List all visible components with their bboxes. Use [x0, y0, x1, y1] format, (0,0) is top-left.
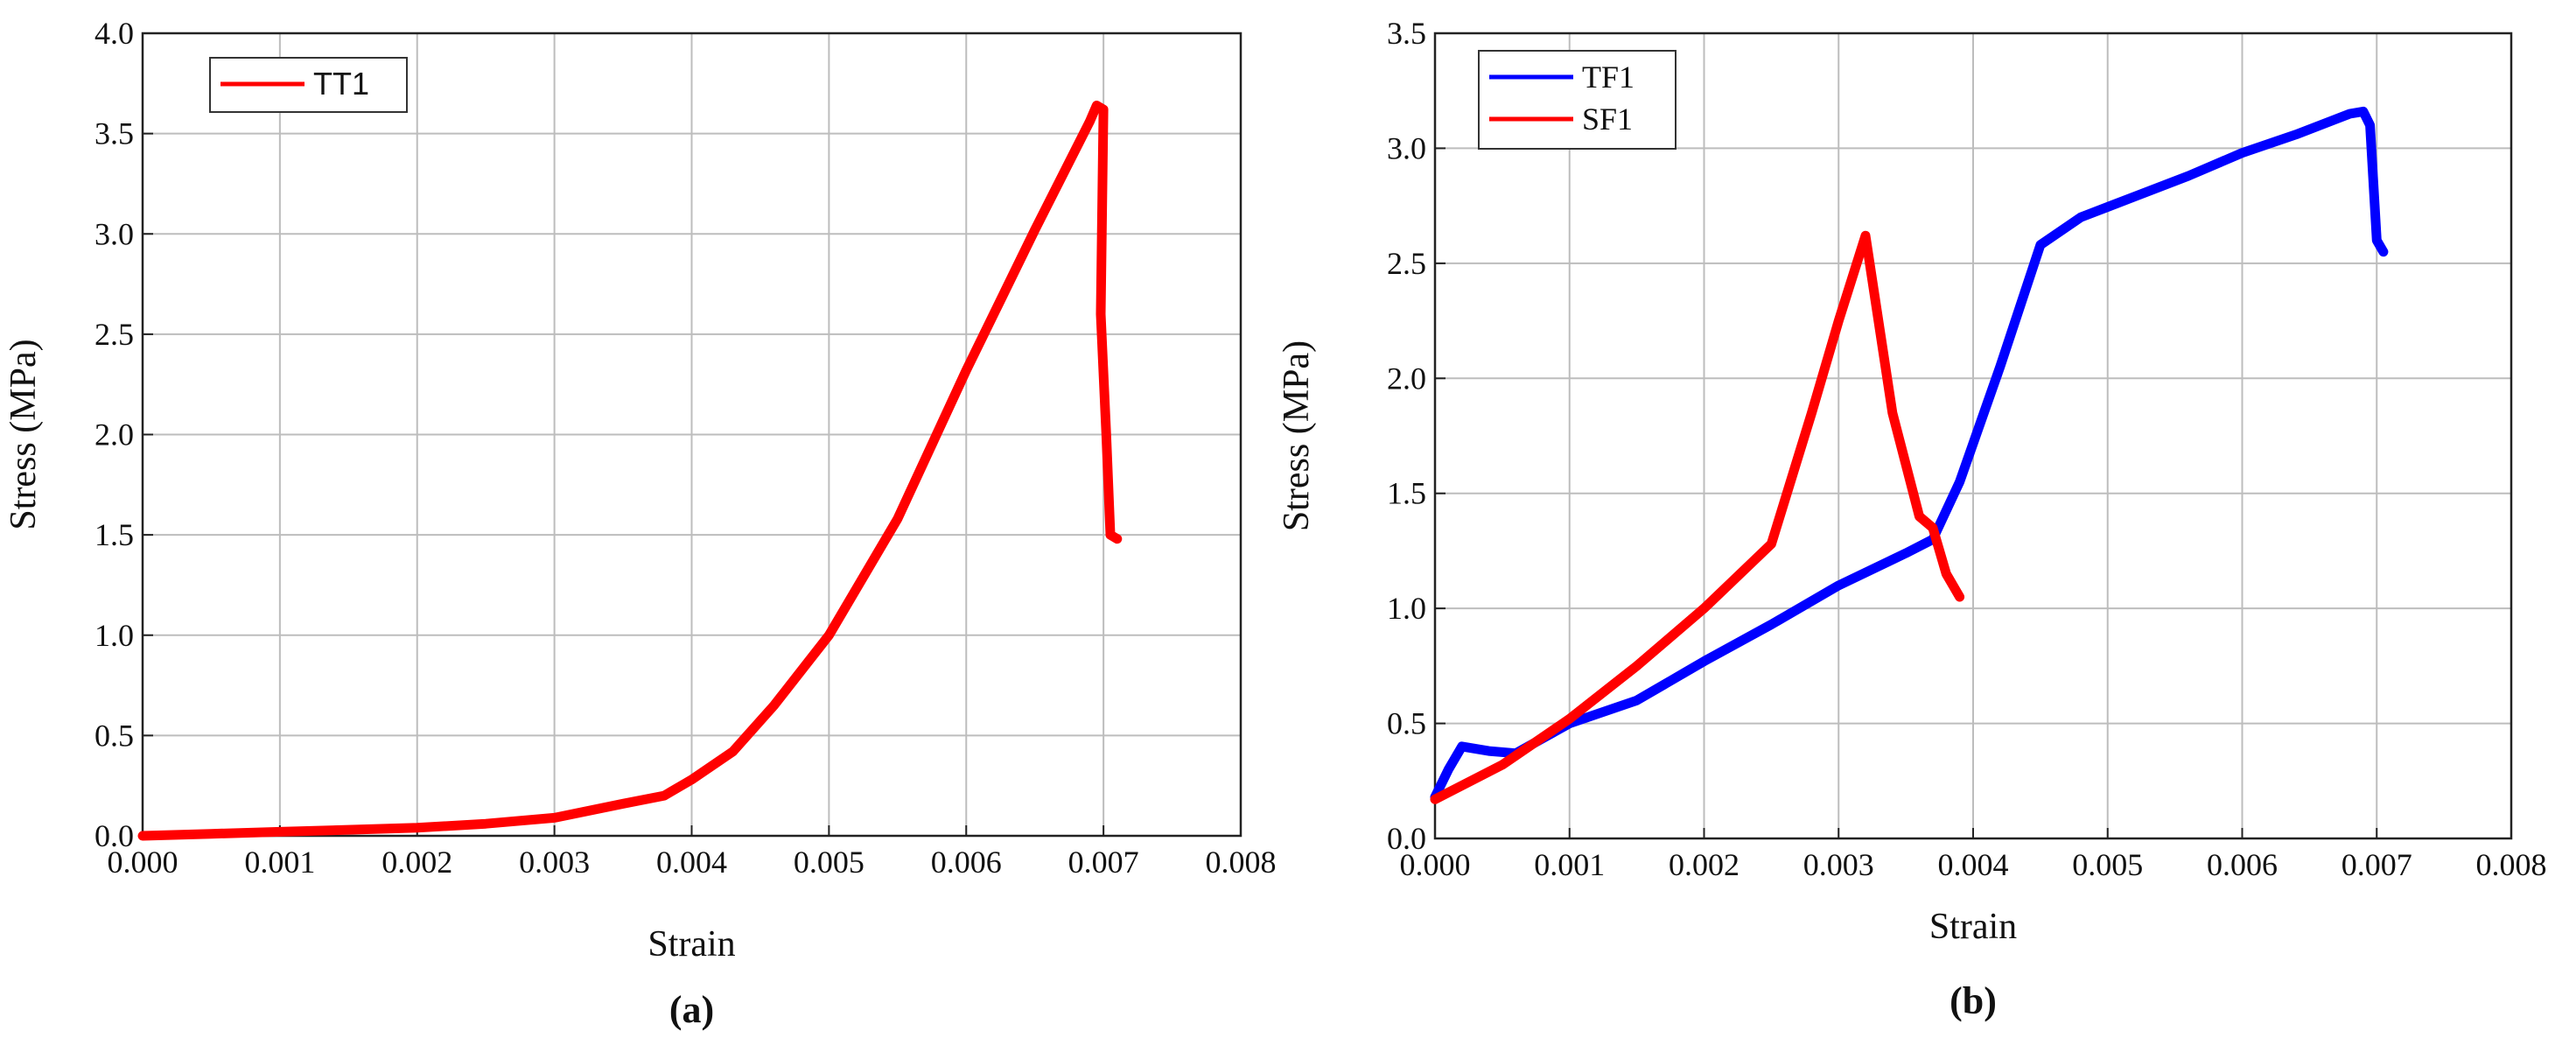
x-tick-label: 0.000 [1400, 847, 1471, 882]
legend-label: TT1 [313, 66, 369, 102]
series-line-tt1 [137, 101, 1123, 841]
y-tick-label: 2.0 [94, 417, 134, 452]
y-tick-label: 1.5 [94, 517, 134, 552]
x-tick-label: 0.000 [108, 845, 178, 880]
y-tick-label: 2.0 [1387, 361, 1426, 396]
x-tick-label: 0.006 [931, 845, 1002, 880]
x-axis-title: Strain [648, 924, 735, 964]
x-tick-label: 0.003 [1803, 847, 1874, 882]
x-tick-label: 0.005 [794, 845, 864, 880]
x-tick-label: 0.002 [382, 845, 452, 880]
x-tick-label: 0.007 [2342, 847, 2412, 882]
x-tick-label: 0.007 [1068, 845, 1139, 880]
x-tick-label: 0.006 [2207, 847, 2278, 882]
x-tick-label: 0.001 [244, 845, 315, 880]
panel-b: 0.000 0.001 0.002 0.003 0.004 0.005 0.006 0.007… [1277, 16, 2547, 1022]
y-tick-label: 1.5 [1387, 476, 1426, 511]
y-tick-label: 0.5 [94, 718, 134, 753]
x-axis-title: Strain [1929, 907, 2017, 947]
y-tick-label: 1.0 [94, 618, 134, 653]
y-tick-label: 0.5 [1387, 706, 1426, 741]
y-tick-label: 3.0 [1387, 130, 1426, 165]
x-tick-label: 0.008 [1206, 845, 1277, 880]
panel-label: (a) [669, 988, 714, 1031]
y-tick-label: 2.5 [1387, 246, 1426, 281]
x-tick-label: 0.008 [2476, 847, 2547, 882]
y-tick-label: 4.0 [94, 16, 134, 51]
x-tick-label: 0.002 [1669, 847, 1740, 882]
y-tick-label: 2.5 [94, 317, 134, 352]
legend-label: TF1 [1582, 60, 1634, 95]
x-tick-label: 0.004 [1938, 847, 2009, 882]
y-tick-label: 0.0 [94, 818, 134, 853]
legend-label: SF1 [1582, 102, 1633, 137]
y-tick-label: 3.5 [1387, 16, 1426, 51]
x-tick-label: 0.004 [656, 845, 727, 880]
x-tick-label: 0.005 [2072, 847, 2143, 882]
y-axis-title: Stress (MPa) [1277, 340, 1317, 531]
y-axis-title: Stress (MPa) [4, 339, 44, 530]
series-line-tf1 [1430, 106, 2389, 803]
x-tick-label: 0.001 [1534, 847, 1605, 882]
panel-label: (b) [1950, 979, 1997, 1022]
y-tick-label: 3.5 [94, 116, 134, 151]
y-tick-label: 0.0 [1387, 821, 1426, 856]
x-tick-label: 0.003 [519, 845, 590, 880]
y-tick-label: 3.0 [94, 216, 134, 251]
panel-a: 0.000 0.001 0.002 0.003 0.004 0.005 0.006 0.007… [4, 16, 1277, 1031]
series-line-sf1 [1430, 230, 1965, 804]
legend-box [1478, 50, 1676, 150]
y-tick-label: 1.0 [1387, 591, 1426, 626]
